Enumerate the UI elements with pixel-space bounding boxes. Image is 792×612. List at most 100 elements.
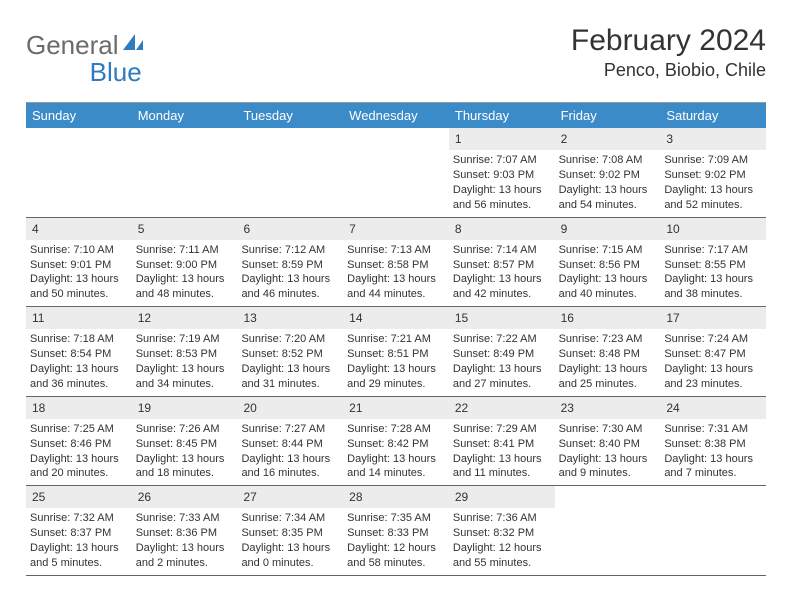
sunset-text: Sunset: 8:32 PM bbox=[453, 526, 551, 541]
day-number: 6 bbox=[237, 218, 343, 240]
sunrise-text: Sunrise: 7:17 AM bbox=[664, 243, 762, 258]
daylight-text: Daylight: 13 hours and 44 minutes. bbox=[347, 272, 445, 302]
daylight-text: Daylight: 13 hours and 50 minutes. bbox=[30, 272, 128, 302]
day-body: Sunrise: 7:21 AMSunset: 8:51 PMDaylight:… bbox=[343, 329, 449, 395]
day-cell: 6Sunrise: 7:12 AMSunset: 8:59 PMDaylight… bbox=[237, 218, 343, 307]
sunset-text: Sunset: 8:53 PM bbox=[136, 347, 234, 362]
dow-wednesday: Wednesday bbox=[343, 103, 449, 128]
sunset-text: Sunset: 8:41 PM bbox=[453, 437, 551, 452]
day-cell: 27Sunrise: 7:34 AMSunset: 8:35 PMDayligh… bbox=[237, 486, 343, 575]
weeks-container: 1Sunrise: 7:07 AMSunset: 9:03 PMDaylight… bbox=[26, 128, 766, 576]
sunset-text: Sunset: 8:52 PM bbox=[241, 347, 339, 362]
daylight-text: Daylight: 13 hours and 9 minutes. bbox=[559, 452, 657, 482]
sunrise-text: Sunrise: 7:15 AM bbox=[559, 243, 657, 258]
daylight-text: Daylight: 13 hours and 14 minutes. bbox=[347, 452, 445, 482]
daylight-text: Daylight: 13 hours and 54 minutes. bbox=[559, 183, 657, 213]
day-number: 23 bbox=[555, 397, 661, 419]
sunrise-text: Sunrise: 7:09 AM bbox=[664, 153, 762, 168]
day-body: Sunrise: 7:28 AMSunset: 8:42 PMDaylight:… bbox=[343, 419, 449, 485]
day-number: 9 bbox=[555, 218, 661, 240]
sunrise-text: Sunrise: 7:30 AM bbox=[559, 422, 657, 437]
sunrise-text: Sunrise: 7:18 AM bbox=[30, 332, 128, 347]
day-body: Sunrise: 7:25 AMSunset: 8:46 PMDaylight:… bbox=[26, 419, 132, 485]
day-cell: 25Sunrise: 7:32 AMSunset: 8:37 PMDayligh… bbox=[26, 486, 132, 575]
day-cell: 9 Sunrise: 7:15 AMSunset: 8:56 PMDaylight… bbox=[555, 218, 661, 307]
day-number: 20 bbox=[237, 397, 343, 419]
daylight-text: Daylight: 12 hours and 55 minutes. bbox=[453, 541, 551, 571]
week-row: 18Sunrise: 7:25 AMSunset: 8:46 PMDayligh… bbox=[26, 397, 766, 487]
sunset-text: Sunset: 8:35 PM bbox=[241, 526, 339, 541]
day-number: 19 bbox=[132, 397, 238, 419]
day-cell: 17Sunrise: 7:24 AMSunset: 8:47 PMDayligh… bbox=[660, 307, 766, 396]
day-cell: 21Sunrise: 7:28 AMSunset: 8:42 PMDayligh… bbox=[343, 397, 449, 486]
sunrise-text: Sunrise: 7:08 AM bbox=[559, 153, 657, 168]
day-number: 26 bbox=[132, 486, 238, 508]
sunset-text: Sunset: 8:57 PM bbox=[453, 258, 551, 273]
daylight-text: Daylight: 13 hours and 38 minutes. bbox=[664, 272, 762, 302]
day-number: 27 bbox=[237, 486, 343, 508]
day-number: 29 bbox=[449, 486, 555, 508]
day-number: 25 bbox=[26, 486, 132, 508]
dow-saturday: Saturday bbox=[660, 103, 766, 128]
day-cell: 18Sunrise: 7:25 AMSunset: 8:46 PMDayligh… bbox=[26, 397, 132, 486]
day-body: Sunrise: 7:36 AMSunset: 8:32 PMDaylight:… bbox=[449, 508, 555, 574]
daylight-text: Daylight: 13 hours and 42 minutes. bbox=[453, 272, 551, 302]
day-cell: 3Sunrise: 7:09 AMSunset: 9:02 PMDaylight… bbox=[660, 128, 766, 217]
sunrise-text: Sunrise: 7:10 AM bbox=[30, 243, 128, 258]
daylight-text: Daylight: 13 hours and 36 minutes. bbox=[30, 362, 128, 392]
week-row: 1Sunrise: 7:07 AMSunset: 9:03 PMDaylight… bbox=[26, 128, 766, 218]
dow-thursday: Thursday bbox=[449, 103, 555, 128]
sunrise-text: Sunrise: 7:25 AM bbox=[30, 422, 128, 437]
daylight-text: Daylight: 13 hours and 40 minutes. bbox=[559, 272, 657, 302]
calendar: Sunday Monday Tuesday Wednesday Thursday… bbox=[26, 102, 766, 576]
sunrise-text: Sunrise: 7:12 AM bbox=[241, 243, 339, 258]
daylight-text: Daylight: 13 hours and 5 minutes. bbox=[30, 541, 128, 571]
sunset-text: Sunset: 8:56 PM bbox=[559, 258, 657, 273]
sunset-text: Sunset: 8:48 PM bbox=[559, 347, 657, 362]
daylight-text: Daylight: 13 hours and 46 minutes. bbox=[241, 272, 339, 302]
daylight-text: Daylight: 13 hours and 27 minutes. bbox=[453, 362, 551, 392]
day-cell: 19Sunrise: 7:26 AMSunset: 8:45 PMDayligh… bbox=[132, 397, 238, 486]
sunrise-text: Sunrise: 7:07 AM bbox=[453, 153, 551, 168]
day-body: Sunrise: 7:14 AMSunset: 8:57 PMDaylight:… bbox=[449, 240, 555, 306]
day-cell bbox=[237, 128, 343, 217]
sunset-text: Sunset: 8:45 PM bbox=[136, 437, 234, 452]
brand-part2: Blue bbox=[90, 57, 142, 87]
week-row: 11Sunrise: 7:18 AMSunset: 8:54 PMDayligh… bbox=[26, 307, 766, 397]
sunrise-text: Sunrise: 7:29 AM bbox=[453, 422, 551, 437]
sunset-text: Sunset: 8:51 PM bbox=[347, 347, 445, 362]
daylight-text: Daylight: 13 hours and 29 minutes. bbox=[347, 362, 445, 392]
sunrise-text: Sunrise: 7:32 AM bbox=[30, 511, 128, 526]
day-body: Sunrise: 7:32 AMSunset: 8:37 PMDaylight:… bbox=[26, 508, 132, 574]
brand-part2-wrap: GeneBlue bbox=[26, 57, 766, 88]
day-number: 14 bbox=[343, 307, 449, 329]
daylight-text: Daylight: 13 hours and 48 minutes. bbox=[136, 272, 234, 302]
day-number: 7 bbox=[343, 218, 449, 240]
daylight-text: Daylight: 13 hours and 18 minutes. bbox=[136, 452, 234, 482]
sunrise-text: Sunrise: 7:19 AM bbox=[136, 332, 234, 347]
day-number: 16 bbox=[555, 307, 661, 329]
daylight-text: Daylight: 13 hours and 23 minutes. bbox=[664, 362, 762, 392]
day-number: 28 bbox=[343, 486, 449, 508]
day-cell: 8Sunrise: 7:14 AMSunset: 8:57 PMDaylight… bbox=[449, 218, 555, 307]
day-number: 2 bbox=[555, 128, 661, 150]
sunset-text: Sunset: 9:03 PM bbox=[453, 168, 551, 183]
sunset-text: Sunset: 9:02 PM bbox=[664, 168, 762, 183]
day-body: Sunrise: 7:07 AMSunset: 9:03 PMDaylight:… bbox=[449, 150, 555, 216]
sunrise-text: Sunrise: 7:21 AM bbox=[347, 332, 445, 347]
day-body: Sunrise: 7:35 AMSunset: 8:33 PMDaylight:… bbox=[343, 508, 449, 574]
month-title: February 2024 bbox=[571, 24, 766, 58]
sunrise-text: Sunrise: 7:35 AM bbox=[347, 511, 445, 526]
day-body: Sunrise: 7:27 AMSunset: 8:44 PMDaylight:… bbox=[237, 419, 343, 485]
dow-tuesday: Tuesday bbox=[237, 103, 343, 128]
sunset-text: Sunset: 8:36 PM bbox=[136, 526, 234, 541]
day-cell: 16Sunrise: 7:23 AMSunset: 8:48 PMDayligh… bbox=[555, 307, 661, 396]
sunrise-text: Sunrise: 7:14 AM bbox=[453, 243, 551, 258]
day-number: 4 bbox=[26, 218, 132, 240]
day-cell: 5Sunrise: 7:11 AMSunset: 9:00 PMDaylight… bbox=[132, 218, 238, 307]
day-body: Sunrise: 7:19 AMSunset: 8:53 PMDaylight:… bbox=[132, 329, 238, 395]
sunset-text: Sunset: 9:02 PM bbox=[559, 168, 657, 183]
day-number: 15 bbox=[449, 307, 555, 329]
sunrise-text: Sunrise: 7:11 AM bbox=[136, 243, 234, 258]
sunset-text: Sunset: 8:38 PM bbox=[664, 437, 762, 452]
